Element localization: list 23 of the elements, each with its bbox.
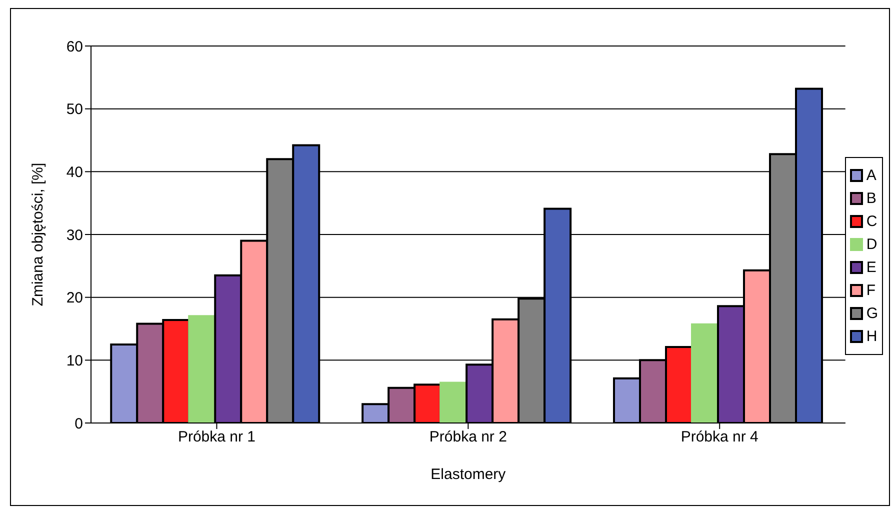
legend-label: E [866, 259, 876, 276]
bar [691, 323, 719, 423]
y-tick-label: 60 [66, 38, 83, 56]
y-tick-label: 0 [74, 415, 83, 432]
y-tick-label: 30 [66, 226, 83, 244]
x-tick-label: Próbka nr 1 [178, 428, 256, 446]
y-tick-label: 10 [66, 352, 83, 370]
x-tick-label: Próbka nr 2 [429, 428, 507, 446]
y-tick-label: 20 [66, 290, 83, 307]
y-tick-label: 50 [66, 101, 83, 118]
legend-label: F [866, 282, 876, 299]
bar [188, 315, 216, 423]
bar [440, 382, 468, 423]
legend-label: B [866, 190, 876, 207]
legend-label: D [866, 236, 878, 253]
y-tick-label: 40 [66, 164, 83, 181]
legend-label: H [866, 328, 878, 345]
x-tick-label: Próbka nr 4 [680, 428, 758, 446]
y-axis-title: Zmiana objętości, [%] [29, 162, 46, 306]
legend-label: C [866, 213, 878, 230]
legend-label: G [866, 305, 878, 322]
x-axis-title: Elastomery [430, 466, 506, 483]
legend-label: A [866, 167, 876, 184]
